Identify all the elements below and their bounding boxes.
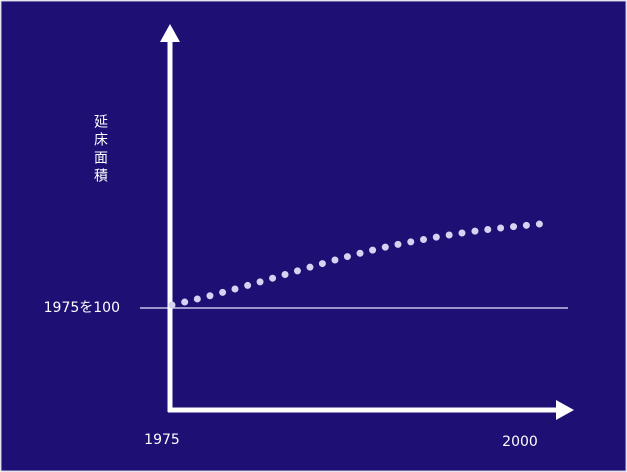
x-axis-arrow: [556, 400, 574, 420]
x-label: 1975: [144, 432, 180, 448]
baseline-label: 1975を100: [44, 300, 120, 316]
y-axis-label: 延床面積: [92, 114, 108, 186]
trend-curve: [168, 219, 554, 309]
y-axis-arrow: [160, 24, 180, 42]
x-label: 2000: [502, 434, 538, 450]
